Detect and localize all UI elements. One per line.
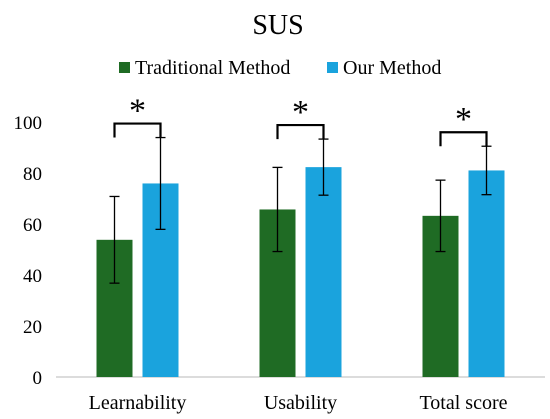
legend-swatch-our-method: [327, 62, 338, 73]
legend-swatch-traditional: [119, 62, 130, 73]
y-tick-label: 100: [14, 113, 43, 134]
y-tick-label: 60: [23, 215, 42, 236]
significance-bracket: [276, 123, 325, 140]
significance-bracket: [439, 131, 488, 147]
y-tick-label: 20: [23, 317, 42, 338]
bars: [96, 167, 505, 377]
legend-label-traditional: Traditional Method: [135, 57, 290, 79]
legend-label-our-method: Our Method: [343, 57, 441, 79]
significance-asterisk: *: [455, 101, 472, 138]
significance-markers: * * *: [113, 93, 488, 147]
x-tick-label: Usability: [264, 392, 337, 414]
chart-title: SUS: [252, 10, 303, 41]
x-axis: Learnability Usability Total score: [56, 376, 545, 414]
bar: [305, 167, 342, 377]
x-tick-label: Total score: [419, 392, 507, 414]
significance-asterisk: *: [129, 93, 146, 130]
x-tick-label: Learnability: [89, 392, 187, 414]
legend: Traditional Method Our Method: [119, 57, 441, 79]
y-tick-label: 40: [23, 266, 42, 287]
significance-bracket: [113, 122, 162, 138]
y-axis: 0 20 40 60 80 100: [14, 113, 43, 389]
bar: [468, 170, 505, 377]
y-tick-label: 80: [23, 164, 42, 185]
y-tick-label: 0: [33, 368, 43, 389]
significance-asterisk: *: [292, 94, 309, 131]
